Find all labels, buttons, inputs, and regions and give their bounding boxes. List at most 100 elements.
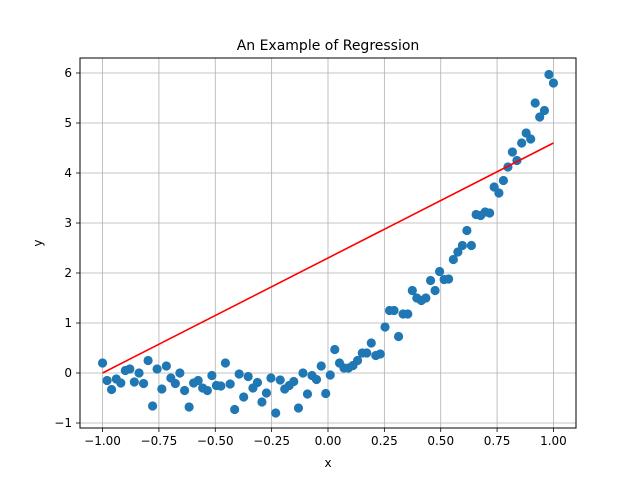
data-point	[180, 385, 190, 396]
data-point	[380, 322, 390, 332]
data-point	[161, 361, 171, 371]
x-axis-ticks: −1.00 −0.75 −0.50 −0.25 0.00 0.25 0.50 0.75 1.00	[84, 428, 567, 448]
data-point	[352, 355, 363, 366]
data-point	[362, 348, 372, 358]
data-point	[321, 388, 331, 399]
x-tick-label: 0.75	[484, 434, 511, 448]
data-point	[530, 98, 540, 108]
data-point	[453, 247, 463, 257]
data-point	[261, 388, 272, 398]
data-point	[116, 378, 126, 388]
x-tick-label: 1.00	[540, 434, 567, 448]
data-point	[220, 358, 231, 368]
data-point	[275, 375, 285, 385]
x-axis-label: x	[324, 456, 331, 470]
x-tick-label: −0.75	[141, 434, 178, 448]
data-point	[462, 225, 472, 236]
data-point	[389, 305, 399, 316]
data-point	[129, 377, 139, 387]
y-tick-label: 4	[64, 166, 72, 180]
data-point	[147, 401, 158, 411]
data-point	[170, 378, 180, 389]
regression-line	[102, 142, 554, 374]
x-tick-label: 0.00	[315, 434, 342, 448]
data-point	[457, 240, 467, 251]
data-point	[216, 381, 226, 391]
data-point	[421, 293, 431, 303]
data-point	[125, 364, 135, 374]
data-point	[507, 147, 518, 157]
data-point	[403, 309, 413, 319]
data-point	[430, 285, 440, 296]
y-axis-ticks: −1 0 1 2 3 4 5 6	[54, 66, 80, 430]
y-tick-label: 5	[64, 116, 72, 130]
x-tick-label: −1.00	[84, 434, 121, 448]
data-point	[289, 376, 299, 387]
data-point	[266, 373, 276, 383]
data-point	[193, 375, 203, 386]
data-point	[97, 358, 108, 368]
data-point	[157, 384, 167, 394]
data-point	[494, 188, 504, 198]
data-point	[102, 375, 112, 386]
y-tick-label: 6	[64, 66, 72, 80]
x-tick-label: 0.50	[427, 434, 454, 448]
data-point	[184, 402, 194, 412]
data-point	[548, 78, 559, 88]
data-point	[293, 403, 304, 413]
data-point	[316, 361, 326, 371]
x-tick-label: −0.50	[197, 434, 234, 448]
data-point	[485, 208, 495, 218]
data-point	[448, 254, 458, 265]
data-point	[106, 384, 117, 395]
data-point	[407, 285, 417, 296]
y-tick-label: 2	[64, 266, 72, 280]
x-tick-label: 0.25	[371, 434, 398, 448]
data-point	[230, 404, 240, 415]
data-point	[393, 331, 404, 342]
data-point	[517, 138, 527, 148]
data-point	[271, 408, 281, 418]
data-point	[330, 344, 340, 355]
data-point	[252, 377, 263, 388]
data-point	[526, 134, 536, 144]
data-point	[544, 69, 554, 80]
data-point	[207, 370, 217, 381]
y-tick-label: 3	[64, 216, 72, 230]
y-tick-label: −1	[54, 416, 72, 430]
data-point	[366, 338, 376, 348]
regression-line-group	[102, 142, 554, 374]
data-point	[325, 370, 335, 380]
data-point	[257, 397, 267, 407]
data-point	[435, 266, 445, 277]
data-point	[466, 240, 476, 251]
y-axis-label: y	[31, 239, 45, 246]
data-point	[202, 385, 212, 396]
x-tick-label: −0.25	[253, 434, 290, 448]
data-point	[138, 378, 149, 389]
y-tick-label: 0	[64, 366, 72, 380]
y-tick-label: 1	[64, 316, 72, 330]
data-point	[535, 112, 545, 122]
data-point	[444, 274, 454, 284]
data-point	[311, 374, 322, 385]
scatter-points	[97, 69, 559, 418]
data-point	[239, 392, 249, 402]
data-point	[143, 355, 153, 366]
data-point	[234, 369, 244, 379]
data-point	[298, 368, 308, 378]
data-point	[175, 368, 185, 378]
data-point	[498, 175, 509, 186]
data-point	[152, 364, 162, 374]
chart-title: An Example of Regression	[237, 38, 420, 54]
data-point	[539, 105, 550, 116]
data-point	[375, 349, 385, 359]
data-point	[302, 389, 313, 399]
grid	[80, 58, 576, 428]
data-point	[243, 371, 253, 382]
data-point	[134, 368, 144, 378]
data-point	[225, 379, 235, 389]
data-point	[425, 275, 436, 286]
